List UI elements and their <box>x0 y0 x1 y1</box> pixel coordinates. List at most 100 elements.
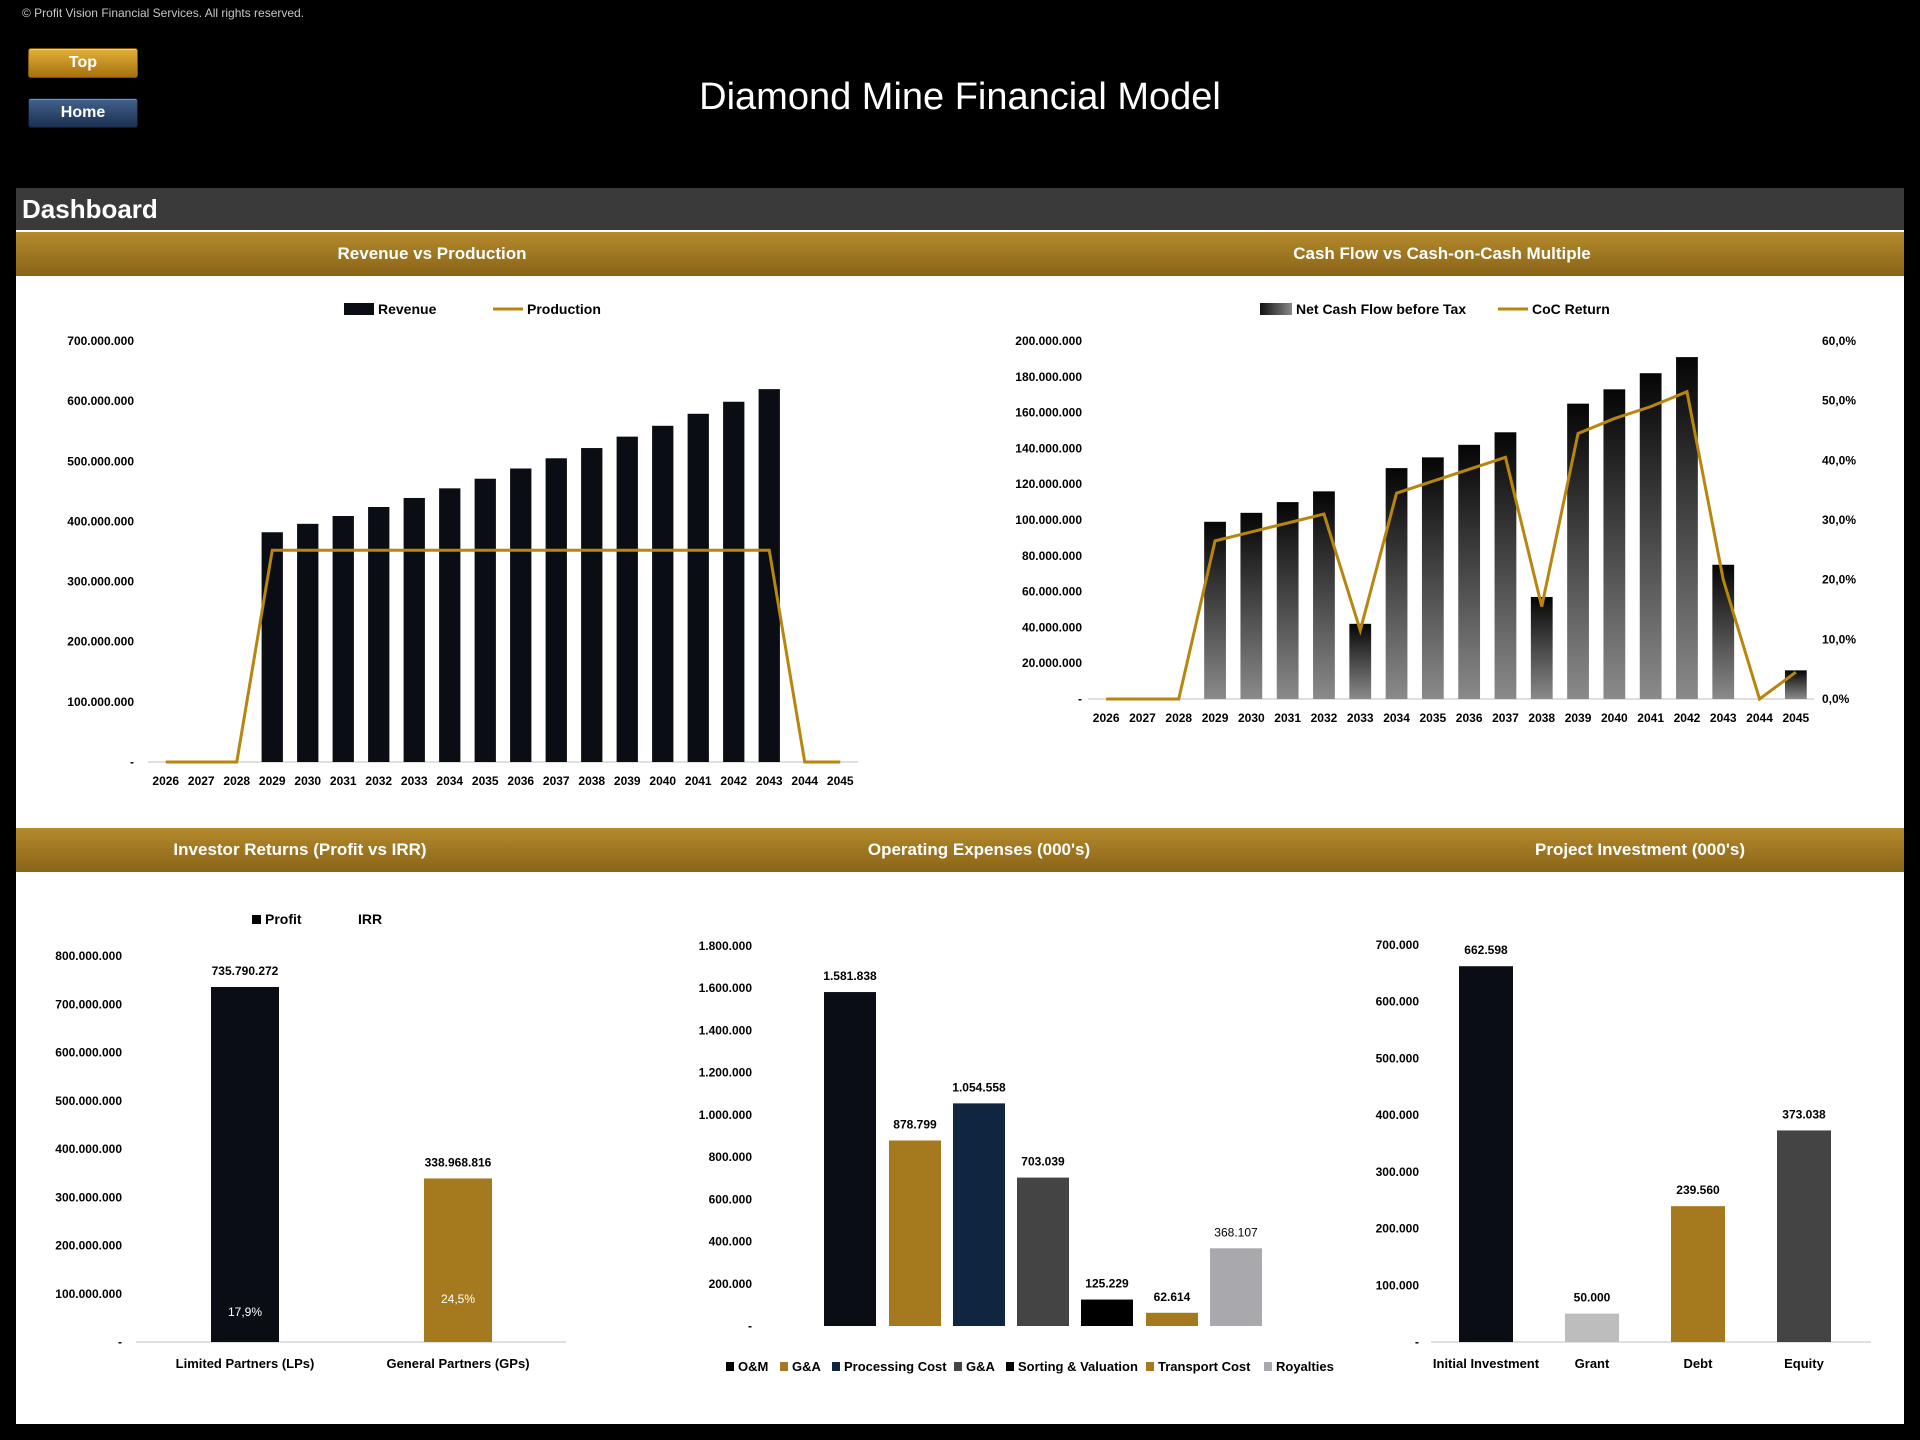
legend-label-revenue: Revenue <box>378 301 437 317</box>
revenue-chart-title: Revenue vs Production <box>337 244 527 263</box>
legend-label-coc: CoC Return <box>1532 301 1610 317</box>
cashflow-bar <box>1313 491 1335 699</box>
x-axis-tick-label: 2045 <box>1782 711 1809 725</box>
legend-label: G&A <box>966 1359 996 1374</box>
cashflow-bar <box>1603 389 1626 699</box>
y-axis-tick-label: 200.000.000 <box>67 635 134 649</box>
x-axis-tick-label: 2040 <box>1601 711 1628 725</box>
x-axis-tick-label: 2038 <box>1528 711 1555 725</box>
x-axis-tick-label: 2041 <box>685 774 712 788</box>
x-axis-tick-label: 2041 <box>1637 711 1664 725</box>
bar-value-label: 735.790.272 <box>212 964 279 978</box>
y-axis-tick-label: - <box>1415 1335 1419 1349</box>
legend-label-production: Production <box>527 301 601 317</box>
operating-expenses-chart: - 200.000 400.000 600.000 800.000 1.000.000 1.… <box>699 939 1334 1374</box>
legend-swatch <box>780 1362 788 1371</box>
y-axis-tick-label: 100.000.000 <box>67 695 134 709</box>
bar-value-label: 878.799 <box>893 1117 937 1131</box>
y-axis-tick-label: 800.000.000 <box>55 949 122 963</box>
legend-label: G&A <box>792 1359 822 1374</box>
dashboard-title: Dashboard <box>16 188 1904 230</box>
section-header-top: Revenue vs Production Cash Flow vs Cash-… <box>16 232 1904 276</box>
x-axis-tick-label: Limited Partners (LPs) <box>176 1356 315 1371</box>
legend-label-cashflow: Net Cash Flow before Tax <box>1296 301 1466 317</box>
y-axis-tick-label: 80.000.000 <box>1022 549 1082 563</box>
project-investment-chart: - 100.000 200.000 300.000 400.000 500.000 600.… <box>1376 938 1871 1371</box>
x-axis-tick-label: 2036 <box>1456 711 1483 725</box>
opex-bar <box>1017 1177 1069 1326</box>
x-axis-tick-label: 2027 <box>1129 711 1156 725</box>
x-axis-tick-label: 2037 <box>543 774 570 788</box>
x-axis-tick-label: 2035 <box>1419 711 1446 725</box>
x-axis-tick-label: 2031 <box>1274 711 1301 725</box>
page-title: Diamond Mine Financial Model <box>699 76 1221 118</box>
x-axis-tick-label: 2027 <box>188 774 215 788</box>
y2-axis-tick-label: 50,0% <box>1822 394 1856 408</box>
y-axis-tick-label: 160.000.000 <box>1015 406 1082 420</box>
bar-value-label: 62.614 <box>1154 1290 1191 1304</box>
y-axis-tick-label: 1.400.000 <box>699 1023 753 1037</box>
y-axis-tick-label: 100.000.000 <box>1015 513 1082 527</box>
section-header-bottom: Investor Returns (Profit vs IRR) Operati… <box>16 828 1904 872</box>
y-axis-tick-label: 200.000 <box>709 1277 753 1291</box>
x-axis-tick-label: General Partners (GPs) <box>386 1356 529 1371</box>
x-axis-tick-label: Debt <box>1684 1356 1714 1371</box>
bar-value-label: 125.229 <box>1085 1277 1129 1291</box>
investment-bar <box>1565 1313 1619 1342</box>
legend-swatch <box>1146 1362 1154 1371</box>
legend-swatch-revenue <box>344 303 374 315</box>
legend-label: Processing Cost <box>844 1359 947 1374</box>
x-axis-tick-label: 2042 <box>720 774 747 788</box>
y-axis-tick-label: 700.000.000 <box>55 997 122 1011</box>
legend-label: Royalties <box>1276 1359 1334 1374</box>
legend-label-irr: IRR <box>358 911 382 927</box>
y-axis-tick-label: 1.000.000 <box>699 1108 753 1122</box>
y-axis-tick-label: - <box>748 1319 752 1333</box>
x-axis-tick-label: 2039 <box>614 774 641 788</box>
y-axis-tick-label: 500.000.000 <box>67 454 134 468</box>
revenue-bar <box>616 436 638 762</box>
cashflow-bar <box>1639 373 1662 699</box>
bar-value-label: 373.038 <box>1782 1107 1826 1121</box>
investment-chart-title: Project Investment (000's) <box>1534 840 1746 859</box>
profit-bar <box>424 1178 492 1342</box>
cashflow-bar <box>1712 564 1735 699</box>
revenue-bar <box>758 389 780 762</box>
y-axis-tick-label: 800.000 <box>709 1150 753 1164</box>
x-axis-tick-label: 2033 <box>1347 711 1374 725</box>
revenue-bar <box>403 497 425 762</box>
revenue-production-chart: - 100.000.000 200.000.000 300.000.000 400.00… <box>67 301 858 788</box>
y-axis-tick-label: 500.000.000 <box>55 1094 122 1108</box>
x-axis-tick-label: 2039 <box>1565 711 1592 725</box>
x-axis-tick-label: 2028 <box>1165 711 1192 725</box>
revenue-bar <box>723 401 745 762</box>
legend-swatch <box>726 1362 734 1371</box>
cashflow-bar <box>1458 444 1481 699</box>
x-axis-tick-label: 2026 <box>152 774 179 788</box>
y2-axis-tick-label: 0,0% <box>1822 692 1850 706</box>
x-axis-tick-label: 2043 <box>1710 711 1737 725</box>
x-axis-tick-label: 2034 <box>1383 711 1410 725</box>
y-axis-tick-label: 400.000 <box>709 1235 753 1249</box>
cashflow-bar <box>1784 670 1807 699</box>
revenue-bar <box>652 425 674 762</box>
bar-value-label: 368.107 <box>1214 1225 1258 1239</box>
cashflow-bar <box>1421 457 1444 699</box>
y2-axis-tick-label: 40,0% <box>1822 453 1856 467</box>
home-button[interactable]: Home <box>28 98 138 128</box>
cashflow-bar <box>1240 512 1263 699</box>
y-axis-tick-label: 600.000.000 <box>67 394 134 408</box>
investor-chart-title: Investor Returns (Profit vs IRR) <box>173 840 427 859</box>
x-axis-tick-label: Initial Investment <box>1433 1356 1540 1371</box>
y-axis-tick-label: - <box>1078 692 1082 706</box>
y-axis-tick-label: 40.000.000 <box>1022 620 1082 634</box>
y-axis-tick-label: 600.000 <box>1376 995 1420 1009</box>
y-axis-tick-label: 60.000.000 <box>1022 585 1082 599</box>
y-axis-tick-label: 300.000.000 <box>67 575 134 589</box>
bar-value-label: 50.000 <box>1574 1291 1611 1305</box>
y-axis-tick-label: 700.000 <box>1376 938 1420 952</box>
x-axis-tick-label: 2042 <box>1674 711 1701 725</box>
x-axis-tick-label: 2044 <box>1746 711 1773 725</box>
bar-value-label: 338.968.816 <box>425 1155 492 1169</box>
top-button[interactable]: Top <box>28 48 138 78</box>
